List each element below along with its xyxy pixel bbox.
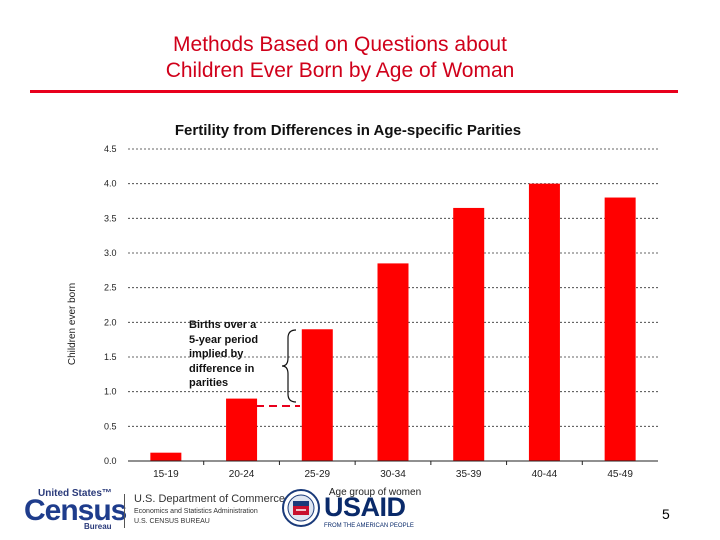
slide-title-line-2: Children Ever Born by Age of Woman: [165, 59, 515, 82]
difference-annotation: Births over a 5-year period implied by d…: [189, 318, 289, 391]
slide-title: Methods Based on Questions about Childre…: [60, 32, 620, 84]
y-tick-label: 4.5: [104, 144, 117, 154]
bar-40-44: [528, 183, 560, 461]
y-tick-label: 3.5: [104, 213, 117, 223]
census-logo-bureau: Bureau: [84, 522, 112, 531]
usaid-seal-icon: [282, 489, 320, 527]
annotation-line-1: Births over a: [189, 319, 257, 331]
y-tick-label: 2.5: [104, 283, 117, 293]
y-tick-label: 2.0: [104, 317, 117, 327]
y-tick-label: 1.5: [104, 352, 117, 362]
footer-divider: [124, 494, 125, 528]
x-tick-label: 45-49: [607, 469, 633, 480]
page-number: 5: [662, 506, 670, 522]
y-tick-label: 3.0: [104, 248, 117, 258]
bar-30-34: [377, 263, 409, 461]
bars: [150, 183, 636, 462]
x-tick-label: 15-19: [153, 469, 179, 480]
y-tick-label: 0.5: [104, 421, 117, 431]
census-bureau-logo: United States™ Census Bureau: [24, 488, 127, 532]
x-tick-label: 35-39: [456, 469, 482, 480]
x-tick-label: 20-24: [229, 469, 255, 480]
annotation-line-2: 5-year period: [189, 333, 259, 346]
y-tick-label: 1.0: [104, 387, 117, 397]
bar-45-49: [604, 197, 636, 462]
doc-line-2: Economics and Statistics Administration: [134, 508, 258, 515]
x-axis-label: Age group of women: [329, 487, 421, 498]
y-tick-labels: 0.0 0.5 1.0 1.5 2.0 2.5 3.0 3.5 4.0 4.5: [104, 144, 117, 466]
usaid-logo: USAID FROM THE AMERICAN PEOPLE: [324, 492, 424, 532]
chart-title: Fertility from Differences in Age-specif…: [175, 122, 521, 139]
annotation-line-5: parities: [189, 377, 229, 389]
annotation-line-3: implied by: [189, 348, 244, 360]
x-tick-label: 30-34: [380, 469, 406, 480]
x-tick-label: 25-29: [304, 469, 330, 480]
slide-title-line-1: Methods Based on Questions about: [173, 33, 507, 56]
usaid-logo-word: USAID: [324, 492, 406, 522]
y-tick-label: 0.0: [104, 456, 117, 466]
brace-icon: [281, 329, 297, 403]
commerce-department-text: U.S. Department of Commerce Economics an…: [134, 493, 285, 525]
doc-line-1: U.S. Department of Commerce: [134, 493, 285, 505]
census-logo-word: Census: [24, 494, 127, 527]
doc-line-3: U.S. CENSUS BUREAU: [134, 518, 210, 525]
x-tick-label: 40-44: [532, 469, 558, 480]
bar-15-19: [150, 452, 182, 461]
annotation-line-4: difference in: [189, 362, 255, 375]
bar-35-39: [453, 207, 485, 461]
x-tick-labels: 15-19 20-24 25-29 30-34 35-39 40-44 45-49: [153, 461, 633, 480]
y-axis-label: Children ever born: [67, 283, 78, 365]
usaid-logo-tagline: FROM THE AMERICAN PEOPLE: [324, 523, 414, 529]
census-logo-top-text: United States™: [38, 488, 112, 499]
y-tick-label: 4.0: [104, 179, 117, 189]
bar-20-24: [226, 398, 258, 461]
bar-25-29: [301, 329, 333, 461]
title-divider: [30, 90, 678, 93]
